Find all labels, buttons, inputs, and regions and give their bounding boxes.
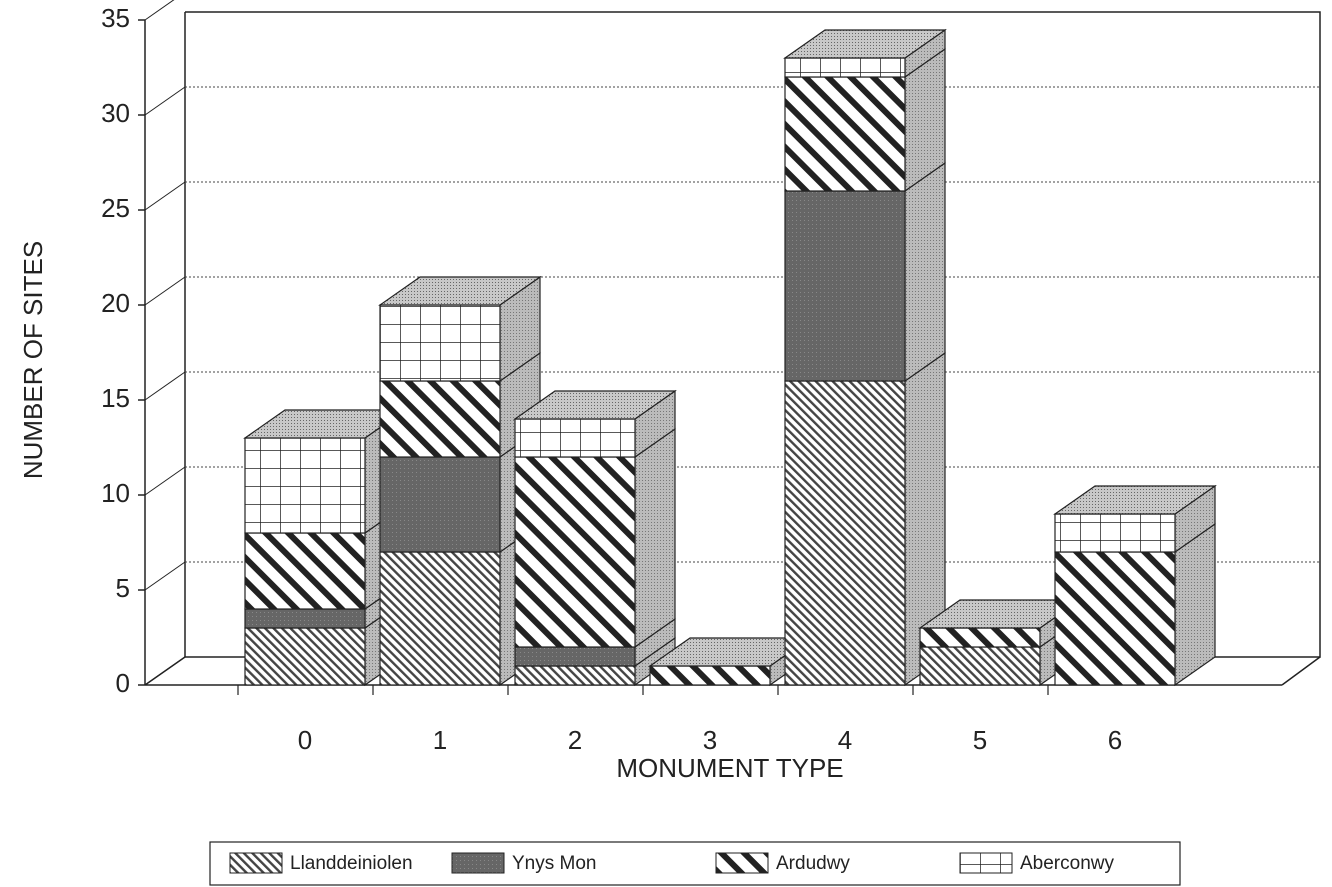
y-tick-label: 5 bbox=[116, 573, 130, 603]
wall-line bbox=[144, 561, 186, 591]
bar-top bbox=[513, 390, 677, 420]
legend-label: Llanddeiniolen bbox=[290, 853, 413, 874]
legend-swatch bbox=[715, 852, 769, 874]
wall-line bbox=[144, 86, 186, 116]
wall-line bbox=[144, 181, 186, 211]
x-tick-label: 5 bbox=[973, 725, 987, 755]
bar-segment bbox=[1054, 551, 1176, 686]
y-tick-label: 0 bbox=[116, 668, 130, 698]
bar-segment bbox=[514, 418, 636, 458]
legend-label: Ardudwy bbox=[776, 853, 850, 874]
wall-line bbox=[144, 466, 186, 496]
legend-label: Aberconwy bbox=[1020, 853, 1114, 874]
bar-segment bbox=[379, 456, 501, 553]
bar-segment bbox=[784, 57, 906, 78]
bar-top bbox=[1053, 485, 1217, 515]
wall-line bbox=[144, 0, 175, 21]
wall-line bbox=[144, 276, 186, 306]
legend-label: Ynys Mon bbox=[512, 853, 596, 874]
legend-swatch bbox=[451, 852, 505, 874]
x-tick-label: 1 bbox=[433, 725, 447, 755]
legend-swatch bbox=[959, 852, 1013, 874]
x-tick-label: 0 bbox=[298, 725, 312, 755]
bar-segment bbox=[784, 190, 906, 382]
legend bbox=[209, 841, 1181, 886]
y-tick-label: 15 bbox=[101, 383, 130, 413]
bar-segment bbox=[379, 551, 501, 686]
bar-side bbox=[904, 161, 946, 383]
y-tick-label: 25 bbox=[101, 193, 130, 223]
bar-segment bbox=[919, 646, 1041, 686]
wall-line bbox=[144, 656, 186, 686]
bar-segment bbox=[379, 304, 501, 382]
bar-segment bbox=[514, 456, 636, 648]
bar-segment bbox=[1054, 513, 1176, 553]
bar-top bbox=[783, 29, 947, 59]
x-tick-label: 6 bbox=[1108, 725, 1122, 755]
bar-top bbox=[378, 276, 542, 306]
y-tick-label: 20 bbox=[101, 288, 130, 318]
bar-segment bbox=[244, 437, 366, 534]
x-axis-title: MONUMENT TYPE bbox=[616, 753, 843, 783]
bar-side bbox=[634, 427, 676, 649]
bar-segment bbox=[514, 665, 636, 686]
y-tick-label: 10 bbox=[101, 478, 130, 508]
bar-segment bbox=[784, 76, 906, 192]
wall-line bbox=[144, 371, 186, 401]
bar-segment bbox=[379, 380, 501, 458]
y-axis-title: NUMBER OF SITES bbox=[18, 241, 48, 479]
x-tick-label: 3 bbox=[703, 725, 717, 755]
bar-segment bbox=[244, 627, 366, 686]
bar-segment bbox=[514, 646, 636, 667]
x-tick-label: 2 bbox=[568, 725, 582, 755]
bar-segment bbox=[244, 608, 366, 629]
y-tick-label: 30 bbox=[101, 98, 130, 128]
bar-segment bbox=[784, 380, 906, 686]
x-tick-label: 4 bbox=[838, 725, 852, 755]
bar-segment bbox=[919, 627, 1041, 648]
bar-segment bbox=[649, 665, 771, 686]
bar-segment bbox=[244, 532, 366, 610]
legend-swatch bbox=[229, 852, 283, 874]
y-tick-label: 35 bbox=[101, 3, 130, 33]
